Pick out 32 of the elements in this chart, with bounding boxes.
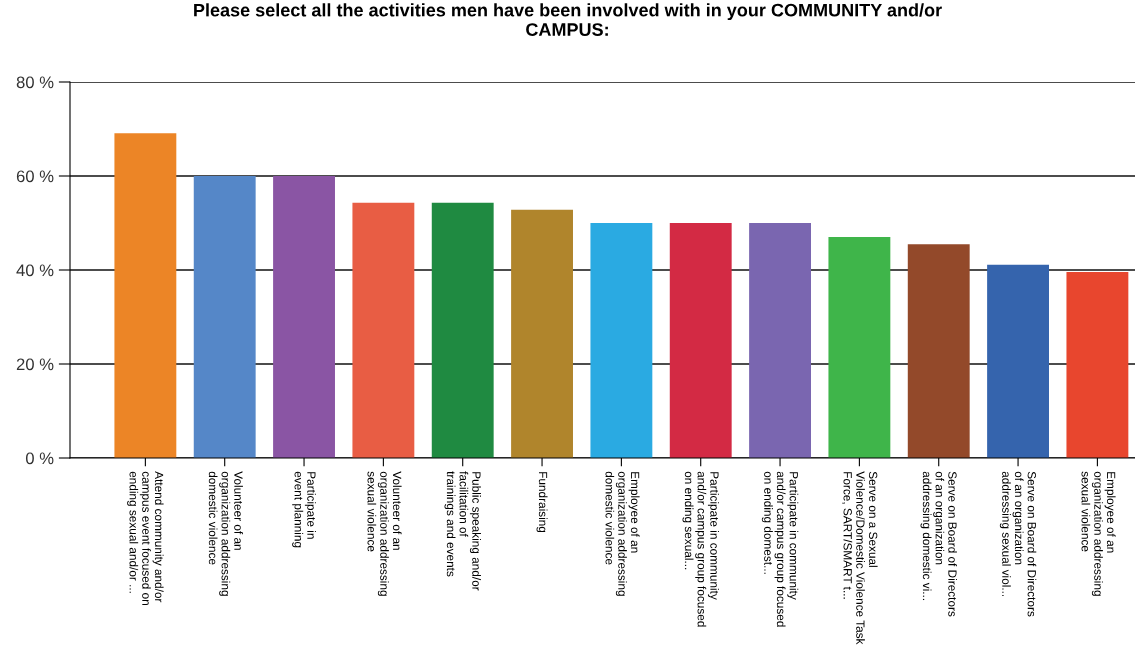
x-tick-label: Participate in community and/or campus group focused on ending sexual... (682, 471, 719, 627)
x-tick-label: Attend community and/or campus event focused on ending sexual and/or ... (127, 471, 164, 605)
x-tick-label: Employee of an organization addressing domestic violence (605, 471, 640, 596)
x-tick-label: Public speaking and/or facilitation of trainings and events (444, 471, 481, 591)
x-tick-label: Participate in community and/or campus group focused on ending domest... (761, 471, 799, 627)
y-tick-label: 60 % (16, 170, 54, 183)
bar (749, 223, 811, 458)
bar (511, 209, 573, 458)
bar (669, 223, 732, 458)
x-tick-label: Serve on a Sexual Violence/Domestic Violence Task Force, SART/SMART t... (842, 471, 878, 645)
x-tick-label: Fundraising (536, 472, 548, 533)
y-tick-label: 0 % (25, 452, 54, 465)
bar (590, 223, 653, 458)
bar (431, 202, 494, 458)
bar (273, 176, 335, 458)
y-tick-label: 20 % (16, 358, 54, 371)
x-tick-label: Serve on Board of Directors of an organization addressing sexual viol... (999, 471, 1037, 617)
y-tick-label: 80 % (16, 76, 54, 89)
bar (987, 264, 1049, 458)
y-tick-label: 40 % (16, 264, 54, 277)
x-tick-label: Participate in event planning (292, 471, 316, 548)
bar (828, 237, 891, 458)
x-tick-label: Volunteer of an organization addressing sexual violence (367, 471, 402, 596)
bar (352, 202, 415, 458)
x-tick-label: Employee of an organization addressing sexual violence (1081, 471, 1116, 596)
x-tick-label: Volunteer of an organization addressing domestic violence (208, 471, 243, 596)
bar (193, 176, 256, 458)
x-tick-label: Serve on Board of Directors of an organization addressing domestic vi... (920, 471, 957, 617)
bar (114, 133, 177, 458)
chart-title: Please select all the activities men have been involved with in your COMMUNITY and/or CAMPUS: (194, 3, 942, 36)
bar (907, 244, 970, 458)
bar (1066, 271, 1129, 458)
